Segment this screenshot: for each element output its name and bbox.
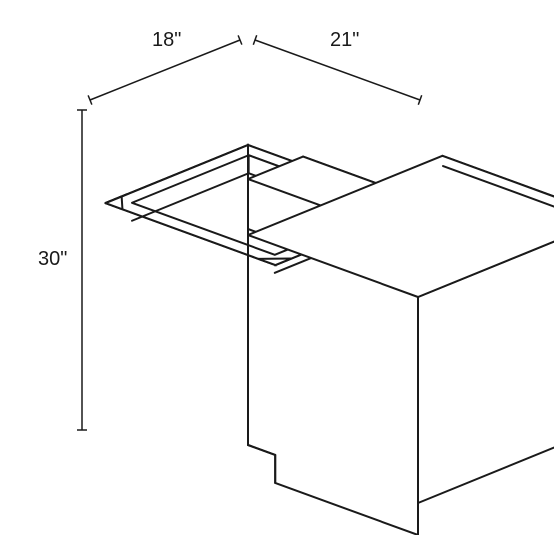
dimension-depth-label: 18"	[152, 29, 181, 51]
dimension-width-label: 21"	[330, 29, 359, 51]
cabinet-diagram: 18" 21" 30"	[0, 0, 554, 535]
dimension-height-label: 30"	[38, 248, 67, 270]
cabinet-outline	[105, 145, 554, 535]
